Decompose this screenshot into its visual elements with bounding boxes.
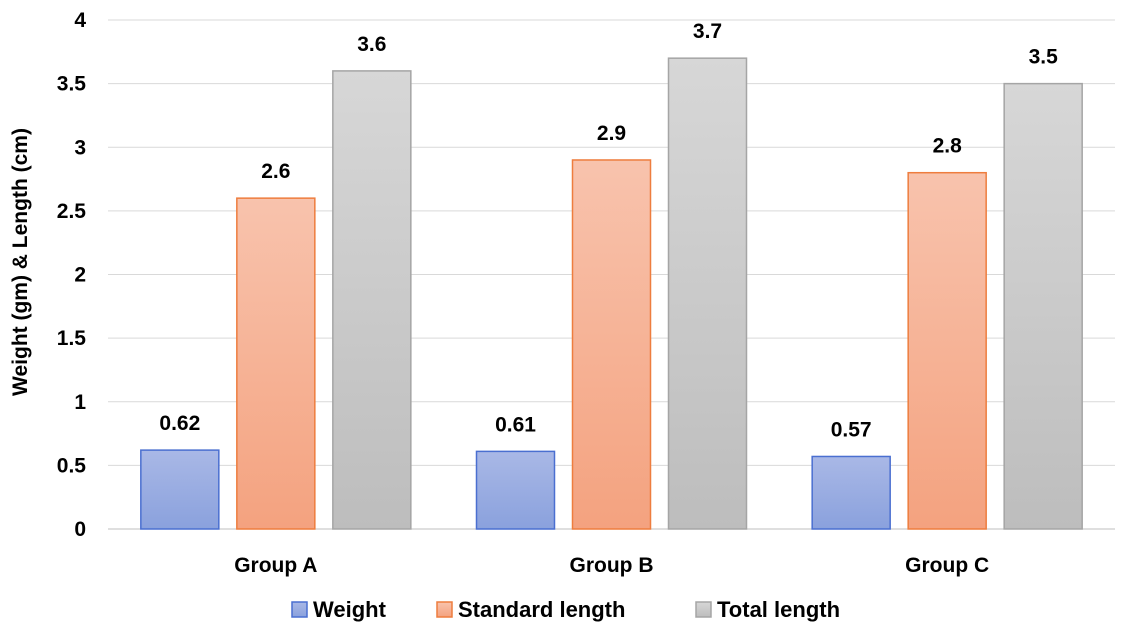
data-label: 0.57 — [831, 418, 872, 441]
bar — [475, 450, 556, 530]
x-tick-label: Group B — [570, 554, 654, 577]
y-tick-label: 0 — [74, 518, 86, 541]
legend-swatch — [695, 601, 712, 618]
y-tick-label: 3.5 — [57, 73, 87, 96]
data-labels: 0.62 2.6 3.6 0.61 2.9 3.7 0.57 2.8 3.5 — [159, 20, 1058, 441]
legend-swatch — [291, 601, 308, 618]
bar — [236, 197, 316, 530]
bar — [1003, 82, 1083, 530]
legend: Weight Standard length Total length — [291, 597, 840, 622]
y-axis-ticks: 0 0.5 1 1.5 2 2.5 3 3.5 4 — [57, 9, 87, 541]
data-label: 0.62 — [159, 412, 200, 435]
bar — [667, 57, 748, 530]
data-label: 2.8 — [933, 135, 963, 158]
y-axis-title: Weight (gm) & Length (cm) — [9, 128, 32, 396]
y-tick-label: 2.5 — [57, 200, 87, 223]
bar — [907, 171, 987, 530]
legend-label: Weight — [313, 597, 387, 622]
bar — [140, 449, 220, 530]
data-label: 3.7 — [693, 20, 722, 43]
y-tick-label: 2 — [74, 264, 86, 287]
x-tick-label: Group A — [234, 554, 317, 577]
legend-swatch — [436, 601, 453, 618]
y-tick-label: 4 — [74, 9, 86, 32]
data-label: 2.6 — [261, 160, 290, 183]
data-label: 2.9 — [597, 122, 626, 145]
y-tick-label: 3 — [74, 136, 86, 159]
data-label: 0.61 — [495, 413, 536, 436]
y-tick-label: 1 — [74, 391, 86, 414]
bar — [332, 70, 412, 530]
bar — [811, 455, 891, 530]
x-axis-ticks: Group A Group B Group C — [234, 554, 989, 577]
bar — [571, 159, 652, 530]
bars — [140, 57, 1083, 530]
x-tick-label: Group C — [905, 554, 989, 577]
data-label: 3.6 — [357, 33, 386, 56]
y-tick-label: 0.5 — [57, 454, 87, 477]
legend-label: Standard length — [458, 597, 625, 622]
data-label: 3.5 — [1029, 46, 1059, 69]
y-tick-label: 1.5 — [57, 327, 87, 350]
legend-label: Total length — [717, 597, 840, 622]
